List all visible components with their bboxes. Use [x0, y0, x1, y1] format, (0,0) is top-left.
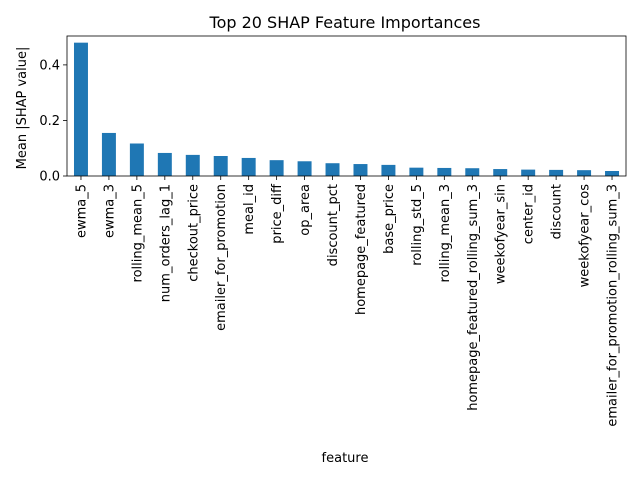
- x-tick-label: weekofyear_cos: [578, 184, 593, 288]
- x-tick-label: base_price: [382, 184, 397, 254]
- bar-checkout-price: [185, 154, 200, 176]
- plot-frame: [66, 35, 627, 177]
- x-tick-label: center_id: [522, 184, 537, 244]
- y-axis: 0.0 0.2 0.4: [39, 58, 67, 185]
- bar-homepage-featured: [353, 164, 368, 176]
- bar-discount-pct: [325, 163, 340, 176]
- x-tick-label: emailer_for_promotion: [214, 184, 229, 331]
- x-tick-label: weekofyear_sin: [494, 184, 509, 284]
- bar-ewma-5: [73, 42, 88, 176]
- x-axis: ewma_5 ewma_3 rolling_mean_5 num_orders_lag…: [74, 176, 621, 427]
- y-tick-label: 0.2: [39, 114, 60, 129]
- plot-border: [66, 35, 627, 177]
- x-tick-label: homepage_featured_rolling_sum_3: [466, 184, 481, 411]
- bar-base-price: [381, 164, 396, 176]
- bar-rolling-std-5: [409, 167, 424, 176]
- bar-ewma-3: [101, 132, 116, 176]
- y-tick-label: 0.4: [39, 58, 60, 73]
- y-tick-label: 0.0: [39, 170, 60, 185]
- x-tick-label: meal_id: [242, 184, 257, 235]
- x-tick-label: checkout_price: [186, 184, 201, 282]
- bar-op-area: [297, 161, 312, 176]
- bar-discount: [549, 169, 564, 176]
- x-tick-label: emailer_for_promotion_rolling_sum_3: [606, 184, 621, 427]
- x-tick-label: num_orders_lag_1: [158, 184, 173, 302]
- x-axis-label: feature: [322, 451, 369, 466]
- x-tick-label: homepage_featured: [354, 184, 369, 315]
- bar-weekofyear-cos: [577, 170, 592, 176]
- bar-meal-id: [241, 157, 256, 176]
- x-tick-label: op_area: [298, 184, 313, 236]
- bar-weekofyear-sin: [493, 169, 508, 176]
- x-tick-label: rolling_mean_5: [130, 184, 145, 282]
- chart-title: Top 20 SHAP Feature Importances: [209, 13, 481, 32]
- bar-center-id: [521, 169, 536, 176]
- bar-emailer-for-promotion: [213, 156, 228, 176]
- bars-group: [73, 42, 620, 176]
- bar-homepage-featured-rolling-sum-3: [465, 168, 480, 176]
- y-axis-label: Mean |SHAP value|: [15, 47, 30, 170]
- x-tick-label: price_diff: [270, 183, 285, 244]
- x-tick-label: discount: [550, 184, 565, 239]
- x-tick-label: ewma_5: [74, 184, 89, 238]
- bar-rolling-mean-5: [129, 143, 144, 176]
- bar-emailer-for-promotion-rolling-sum-3: [605, 171, 620, 176]
- x-tick-label: discount_pct: [326, 184, 341, 266]
- x-tick-label: rolling_mean_3: [438, 184, 453, 282]
- x-tick-label: rolling_std_5: [410, 184, 425, 266]
- bar-rolling-mean-3: [437, 167, 452, 176]
- bar-price-diff: [269, 160, 284, 176]
- x-tick-label: ewma_3: [102, 184, 117, 238]
- bar-num-orders-lag-1: [157, 152, 172, 176]
